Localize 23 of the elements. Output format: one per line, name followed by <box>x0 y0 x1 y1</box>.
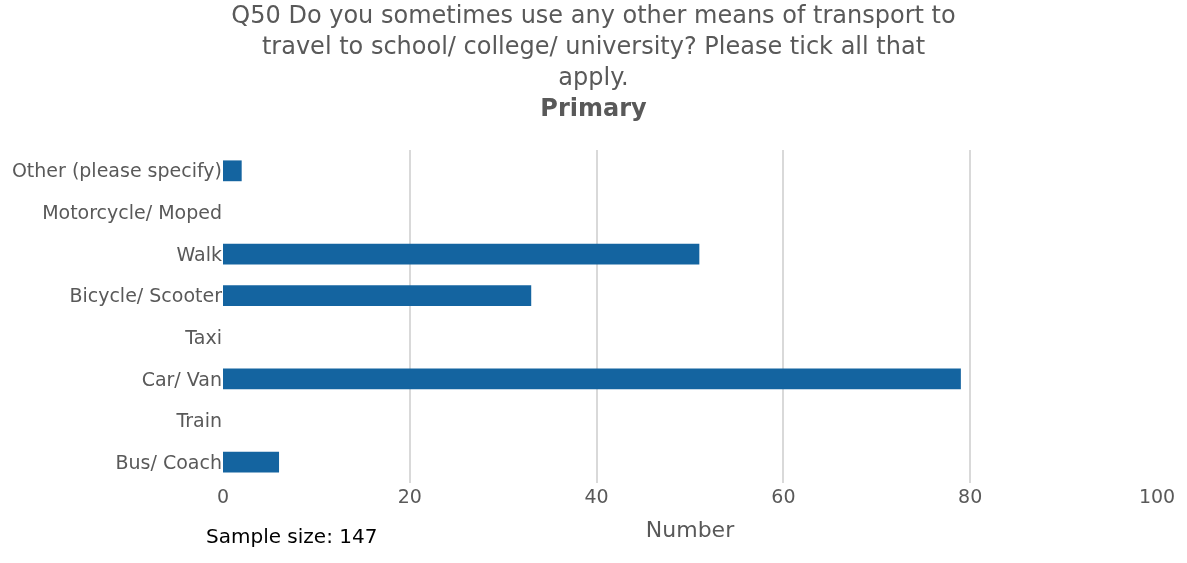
y-tick-label: Other (please specify) <box>11 159 222 182</box>
chart-title: Q50 Do you sometimes use any other means of transport to travel to school/ college/ university? Please tick all that apply. <box>231 0 956 91</box>
bar <box>223 160 242 182</box>
y-tick-label: Car/ Van <box>141 367 222 390</box>
x-tick-label: 40 <box>584 485 609 507</box>
bar <box>223 243 700 265</box>
x-axis-title: Number <box>645 516 736 542</box>
y-tick-label: Taxi <box>184 325 222 348</box>
x-tick-label: 60 <box>771 485 796 507</box>
bar <box>223 368 961 390</box>
x-tick-label: 20 <box>397 485 422 507</box>
chart-subtitle: Primary <box>540 94 648 123</box>
y-tick-label: Motorcycle/ Moped <box>42 201 222 224</box>
bar <box>223 285 532 307</box>
y-tick-label: Walk <box>176 242 222 265</box>
y-tick-label: Train <box>175 409 222 432</box>
x-tick-label: 100 <box>1138 485 1176 507</box>
bar <box>223 451 280 473</box>
x-tick-label: 80 <box>958 485 983 507</box>
y-tick-label: Bus/ Coach <box>115 450 222 473</box>
y-tick-label: Bicycle/ Scooter <box>69 284 223 307</box>
x-tick-label: 0 <box>216 485 230 507</box>
text: Sample size: 147 <box>206 524 378 548</box>
